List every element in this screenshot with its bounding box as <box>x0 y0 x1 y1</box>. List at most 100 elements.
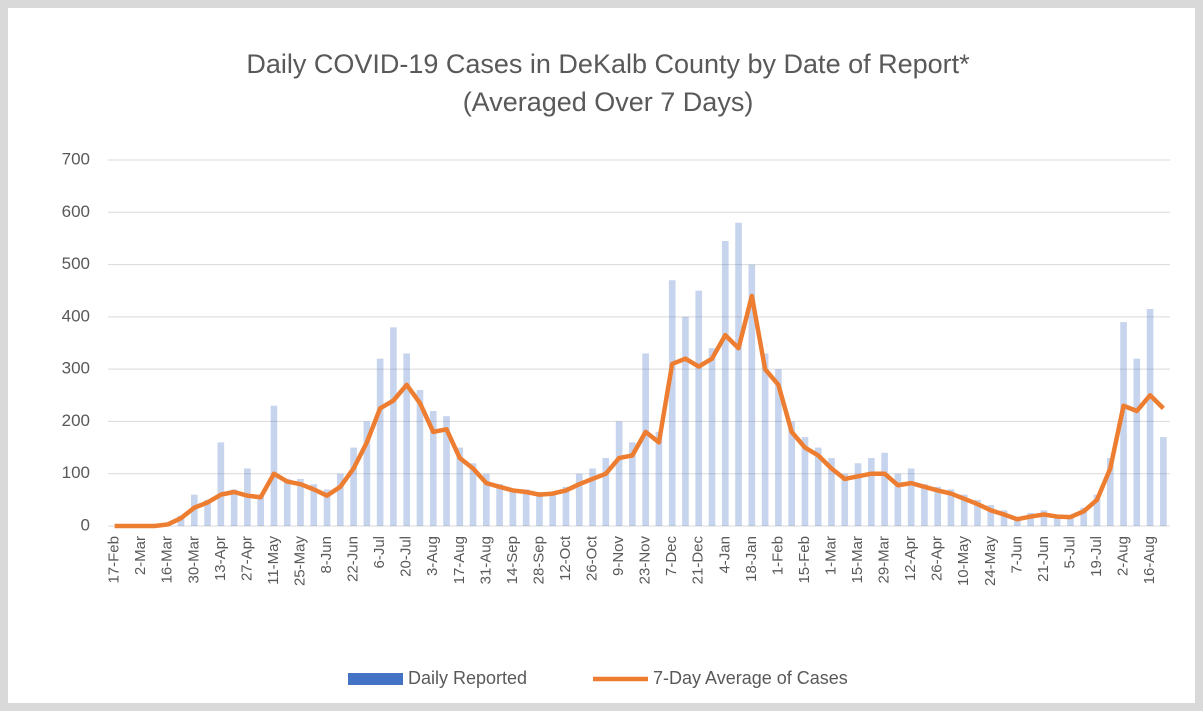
y-tick-label: 300 <box>62 359 90 378</box>
bar <box>960 494 968 526</box>
y-tick-label: 400 <box>62 306 90 325</box>
bar <box>921 484 928 526</box>
legend-swatch <box>348 673 403 685</box>
x-tick-label: 12-Apr <box>902 536 919 581</box>
bar <box>1106 458 1114 526</box>
x-tick-label: 8-Jun <box>318 536 335 574</box>
bar <box>443 416 450 526</box>
bar <box>629 442 636 526</box>
bar <box>522 489 530 526</box>
x-tick-label: 11-May <box>265 536 282 585</box>
bar <box>1080 507 1088 526</box>
bar <box>297 478 304 526</box>
x-tick-label: 17-Feb <box>106 536 123 584</box>
x-tick-label: 7-Jun <box>1008 536 1025 574</box>
bar <box>642 353 649 526</box>
x-tick-label: 13-Apr <box>212 536 229 581</box>
bar <box>496 484 503 526</box>
chart-subtitle: (Averaged Over 7 Days) <box>463 87 754 117</box>
bar <box>668 280 676 526</box>
legend-label: 7-Day Average of Cases <box>653 668 848 688</box>
bar <box>350 447 357 526</box>
legend-label: Daily Reported <box>408 668 527 688</box>
bar <box>748 264 756 526</box>
bar <box>788 421 795 526</box>
bar <box>602 458 610 526</box>
bar <box>177 515 185 526</box>
x-tick-label: 28-Sep <box>530 536 547 584</box>
bar <box>1000 510 1008 526</box>
x-tick-label: 27-Apr <box>238 536 255 581</box>
bar <box>283 478 291 526</box>
bar <box>230 489 238 526</box>
x-tick-label: 2-Mar <box>132 536 149 575</box>
x-tick-label: 21-Jun <box>1035 536 1052 582</box>
bar <box>814 447 822 526</box>
bar <box>204 499 211 526</box>
x-tick-label: 2-Aug <box>1115 536 1132 576</box>
bar <box>536 492 543 526</box>
bar <box>615 421 623 526</box>
bar <box>376 358 384 526</box>
x-tick-label: 3-Aug <box>424 536 441 576</box>
chart-title: Daily COVID-19 Cases in DeKalb County by… <box>246 49 970 79</box>
bar <box>310 484 318 526</box>
bar <box>907 468 915 526</box>
bar <box>1053 515 1061 526</box>
x-tick-label: 25-May <box>291 536 308 587</box>
x-tick-label: 12-Oct <box>557 535 574 581</box>
x-tick-label: 10-May <box>955 536 972 587</box>
bar <box>1040 510 1048 526</box>
bar <box>416 390 424 526</box>
bar <box>390 327 397 526</box>
bar <box>456 447 464 526</box>
y-tick-label: 600 <box>62 202 90 221</box>
y-tick-label: 100 <box>62 463 90 482</box>
x-tick-label: 9-Nov <box>610 536 627 577</box>
x-tick-label: 22-Jun <box>345 536 362 582</box>
bar <box>1067 515 1074 526</box>
bar <box>841 473 849 526</box>
bar <box>708 348 716 526</box>
x-tick-label: 30-Mar <box>185 536 202 584</box>
bar <box>363 421 371 526</box>
y-tick-label: 200 <box>62 411 90 430</box>
chart: Daily COVID-19 Cases in DeKalb County by… <box>62 49 1170 688</box>
bar <box>549 494 557 526</box>
bar <box>1146 309 1154 526</box>
bar <box>575 473 583 526</box>
x-tick-label: 16-Aug <box>1141 536 1158 584</box>
x-tick-label: 16-Mar <box>159 536 176 584</box>
bar <box>217 442 225 526</box>
bar <box>947 489 955 526</box>
bar <box>974 499 981 526</box>
bar <box>429 410 437 526</box>
bar <box>828 458 835 526</box>
x-tick-label: 1-Feb <box>769 536 786 575</box>
bar <box>735 222 742 526</box>
y-tick-label: 700 <box>62 149 90 168</box>
bar <box>562 486 570 526</box>
bar <box>1014 518 1021 526</box>
bar <box>775 369 782 526</box>
bar <box>257 494 264 526</box>
x-tick-label: 19-Jul <box>1088 536 1105 577</box>
x-tick-label: 31-Aug <box>477 536 494 584</box>
bar <box>655 431 663 526</box>
bar <box>894 473 902 526</box>
bar <box>403 353 411 526</box>
x-tick-label: 15-Mar <box>849 536 866 584</box>
x-tick-label: 29-Mar <box>876 536 893 584</box>
y-tick-label: 0 <box>81 515 90 534</box>
bar <box>721 241 729 527</box>
x-tick-label: 26-Oct <box>584 535 601 581</box>
x-tick-label: 26-Apr <box>929 536 946 581</box>
x-tick-label: 20-Jul <box>398 536 415 577</box>
bar <box>1027 512 1034 526</box>
bar <box>1160 437 1167 526</box>
bar <box>1133 358 1141 526</box>
line <box>114 293 1165 529</box>
x-tick-label: 6-Jul <box>371 536 388 569</box>
bar <box>881 452 888 526</box>
x-tick-label: 23-Nov <box>637 536 654 585</box>
